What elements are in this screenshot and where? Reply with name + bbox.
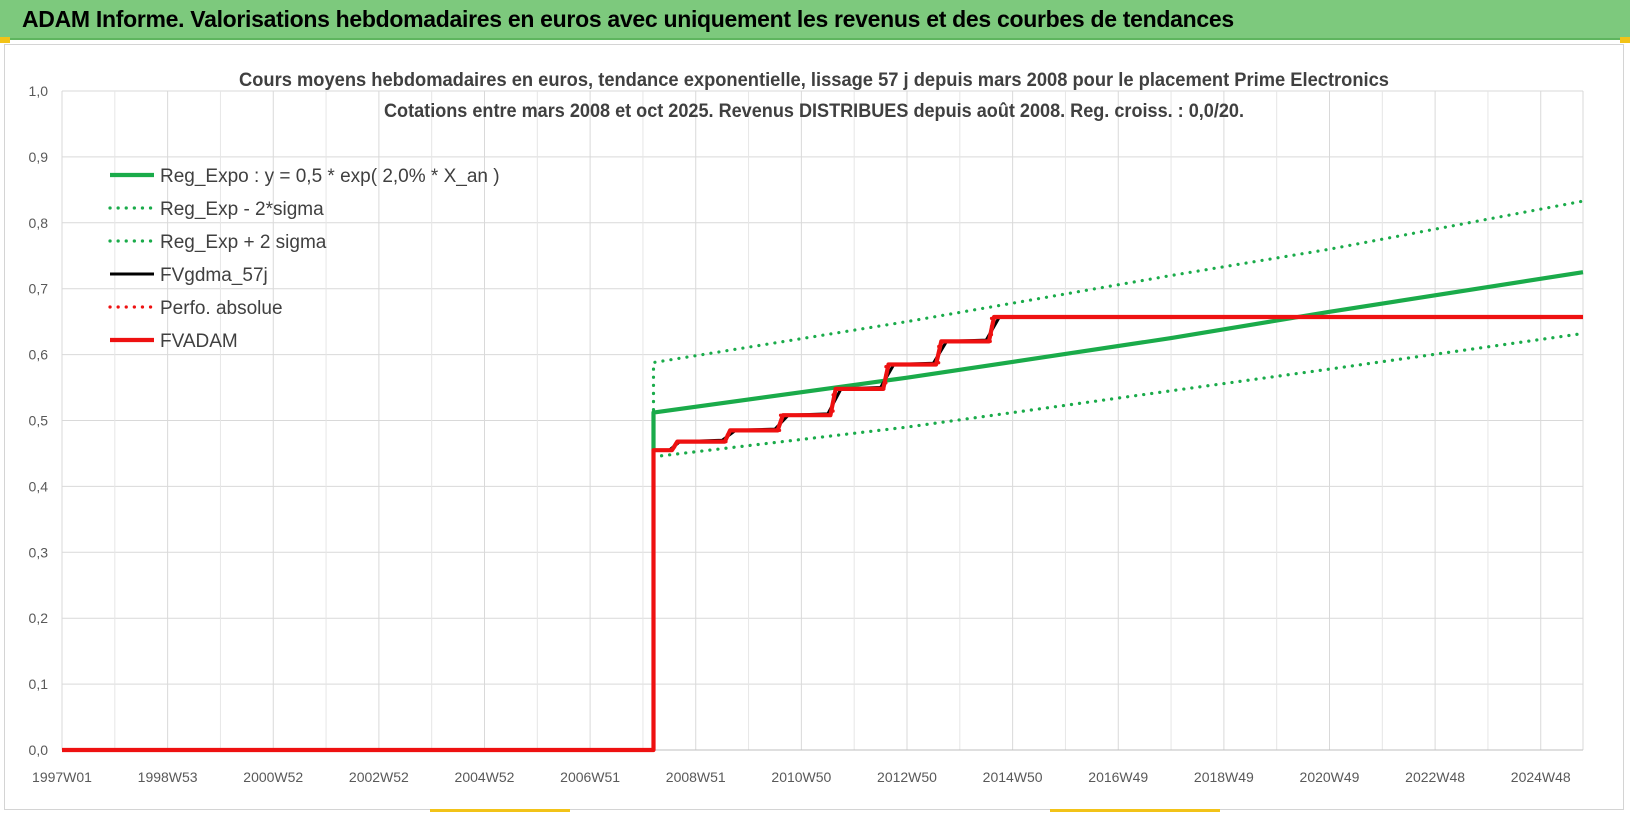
x-tick-label: 2010W50 xyxy=(771,769,831,785)
bottom-mark-left xyxy=(430,809,570,812)
series-layer xyxy=(62,199,1585,753)
y-tick-label: 0,2 xyxy=(29,610,49,626)
y-tick-label: 0,6 xyxy=(29,347,49,363)
x-tick-label: 2024W48 xyxy=(1511,769,1571,785)
x-tick-label: 1997W01 xyxy=(32,769,92,785)
chart-title: Cours moyens hebdomadaires en euros, ten… xyxy=(239,70,1389,91)
y-tick-label: 0,9 xyxy=(29,149,49,165)
x-tick-label: 2014W50 xyxy=(983,769,1043,785)
x-tick-label: 2004W52 xyxy=(455,769,515,785)
chart-subtitle: Cotations entre mars 2008 et oct 2025. R… xyxy=(384,101,1244,122)
legend: Reg_Expo : y = 0,5 * exp( 2,0% * X_an ) R… xyxy=(108,166,500,352)
y-tick-label: 0,5 xyxy=(29,413,49,429)
x-tick-label: 2006W51 xyxy=(560,769,620,785)
legend-label: Reg_Exp + 2 sigma xyxy=(160,232,327,253)
y-tick-label: 0,4 xyxy=(29,478,49,494)
legend-label: Reg_Expo : y = 0,5 * exp( 2,0% * X_an ) xyxy=(160,166,500,187)
x-tick-label: 2022W48 xyxy=(1405,769,1465,785)
series-line-reg-exp-2-sigma xyxy=(651,331,1585,459)
x-tick-label: 1998W53 xyxy=(138,769,198,785)
y-tick-label: 0,7 xyxy=(29,281,49,297)
y-tick-label: 1,0 xyxy=(29,83,49,99)
legend-label: Reg_Exp - 2*sigma xyxy=(160,199,324,220)
y-tick-label: 0,8 xyxy=(29,215,49,231)
x-tick-label: 2020W49 xyxy=(1300,769,1360,785)
axes: 0,0 0,1 0,2 0,3 0,4 0,5 0,6 0,7 0,8 0,9 1,0 1997W01… xyxy=(29,83,1583,785)
legend-label: FVADAM xyxy=(160,331,238,352)
y-tick-label: 0,1 xyxy=(29,676,49,692)
series-line-fvadam xyxy=(62,314,1583,753)
legend-label: FVgdma_57j xyxy=(160,265,268,286)
x-tick-label: 2000W52 xyxy=(243,769,303,785)
header-bar: ADAM Informe. Valorisations hebdomadaire… xyxy=(0,0,1630,40)
corner-mark-right xyxy=(1620,37,1630,43)
x-tick-label: 2018W49 xyxy=(1194,769,1254,785)
x-tick-label: 2008W51 xyxy=(666,769,726,785)
x-tick-label: 2016W49 xyxy=(1088,769,1148,785)
corner-mark-left xyxy=(0,37,10,43)
series-line-reg-exp-2-sigma xyxy=(651,199,1585,452)
grid xyxy=(61,90,1584,751)
y-tick-label: 0,3 xyxy=(29,544,49,560)
x-tick-label: 2012W50 xyxy=(877,769,937,785)
chart-frame xyxy=(4,44,1624,810)
legend-label: Perfo. absolue xyxy=(160,298,283,319)
bottom-mark-right xyxy=(1050,809,1220,812)
y-tick-label: 0,0 xyxy=(29,742,49,758)
x-tick-label: 2002W52 xyxy=(349,769,409,785)
page-title: ADAM Informe. Valorisations hebdomadaire… xyxy=(22,6,1234,32)
